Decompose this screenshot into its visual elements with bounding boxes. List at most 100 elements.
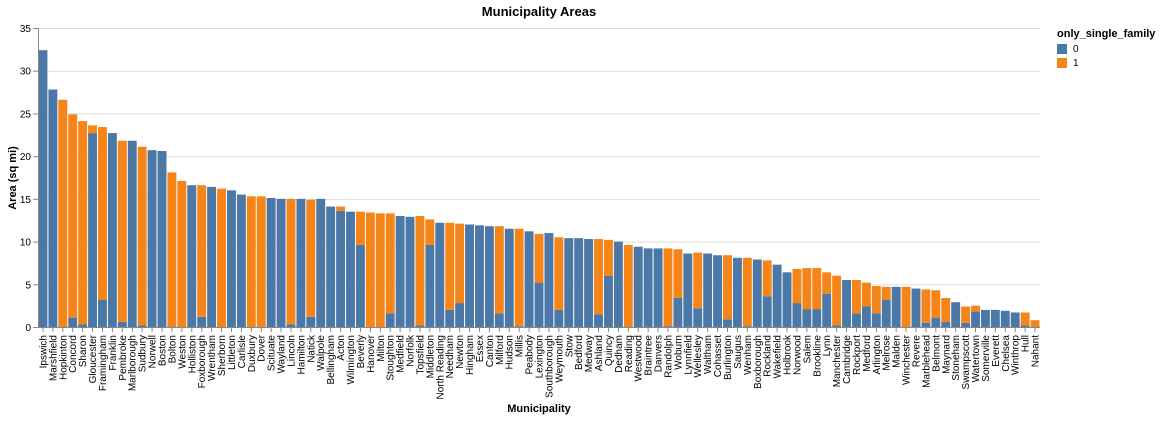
bar-woburn-series-0 (673, 297, 683, 327)
y-axis: 0 5 10 15 20 25 30 35 (20, 24, 39, 334)
bar-salem-series-1 (802, 268, 812, 310)
x-tick-label-6: Framingham (98, 335, 109, 391)
bar-manchester-series-1 (832, 275, 842, 326)
x-tick-label-59: Reading (624, 335, 635, 372)
bar-marshfield-series-0 (48, 89, 58, 327)
bar-weymouth-series-0 (554, 309, 564, 327)
bar-boston-series-0 (157, 151, 167, 327)
bar-ashland-series-1 (594, 239, 603, 315)
bar-rockport-series-0 (852, 313, 861, 327)
x-tick-label-13: Bolton (167, 335, 178, 363)
bar-malden-series-0 (891, 286, 901, 327)
x-tick-label-1: Marshfield (48, 335, 59, 381)
bar-saugus-series-0 (732, 257, 742, 327)
x-tick-label-72: Boxborough (753, 335, 764, 389)
x-tick-label-2: Hopkinton (58, 335, 69, 380)
bar-medway-series-0 (584, 239, 594, 327)
bar-gloucester-series-0 (88, 133, 98, 327)
bar-peabody-series-0 (524, 231, 534, 327)
bar-belmont-series-0 (931, 317, 941, 327)
bar-belmont-series-1 (931, 290, 941, 318)
x-tick-label-90: Belmont (931, 335, 942, 372)
x-tick-label-4: Sharon (78, 335, 89, 367)
x-tick-label-50: Lexington (535, 335, 546, 378)
x-tick-label-43: Hingham (465, 335, 476, 375)
bar-pembroke-series-0 (117, 321, 127, 327)
x-tick-label-94: Watertown (971, 335, 982, 382)
x-tick-label-14: Weston (177, 335, 188, 369)
x-tick-label-3: Concord (68, 335, 79, 373)
x-tick-label-41: Needham (445, 335, 456, 378)
x-tick-label-55: Medway (584, 335, 595, 372)
bar-brookline-series-0 (812, 309, 822, 327)
x-tick-label-11: Norwell (148, 335, 159, 368)
x-tick-label-56: Ashland (594, 335, 605, 371)
x-tick-label-22: Dover (257, 334, 268, 361)
bar-concord-series-1 (68, 114, 78, 318)
bar-needham-series-1 (445, 222, 455, 310)
bar-woburn-series-1 (673, 249, 683, 298)
bar-lincoln-series-0 (286, 324, 296, 327)
y-tick-label-7: 35 (20, 24, 32, 35)
bar-marblehead-series-0 (921, 322, 931, 327)
legend-label-1: 1 (1073, 58, 1079, 69)
bar-weston-series-1 (177, 180, 187, 327)
bar-pembroke-series-1 (117, 140, 127, 322)
bar-manchester-series-0 (832, 325, 842, 327)
x-axis-title: Municipality (507, 403, 571, 415)
x-tick-label-89: Marblehead (921, 335, 932, 388)
bar-randolph-series-1 (663, 248, 673, 327)
bar-hopkinton-series-1 (58, 99, 68, 327)
x-tick-label-75: Holbrook (783, 334, 794, 375)
x-tick-label-95: Somerville (981, 335, 992, 382)
y-tick-label-3: 15 (20, 195, 32, 206)
y-tick-label-2: 10 (20, 238, 32, 249)
bar-holbrook-series-0 (782, 272, 792, 327)
x-tick-label-62: Danvers (654, 335, 665, 372)
x-tick-label-35: Stoughton (386, 335, 397, 381)
x-tick-label-31: Wilmington (346, 335, 357, 384)
bar-stow-series-0 (564, 238, 574, 327)
bar-medfield-series-0 (395, 215, 405, 327)
bar-acton-series-1 (336, 206, 346, 211)
x-tick-label-67: Waltham (703, 335, 714, 374)
bar-wenham-series-1 (742, 257, 752, 327)
bar-winchester-series-1 (901, 286, 911, 327)
x-tick-label-33: Hanover (366, 334, 377, 372)
x-tick-label-0: Ipswich (38, 335, 49, 368)
bar-wrentham-series-0 (207, 186, 217, 327)
bar-acton-series-0 (336, 210, 346, 327)
bar-lynnfield-series-0 (683, 253, 693, 327)
bar-maynard-series-1 (941, 297, 951, 322)
x-tick-label-82: Rockport (852, 335, 863, 375)
bar-watertown-series-1 (971, 305, 980, 312)
x-tick-label-91: Maynard (941, 335, 952, 374)
y-axis-title: Area (sq mi) (7, 146, 19, 210)
x-tick-label-98: Winthrop (1011, 335, 1022, 375)
x-tick-label-47: Hudson (505, 335, 516, 369)
x-tick-label-99: Hull (1021, 335, 1032, 352)
x-tick-label-40: North Reading (435, 335, 446, 399)
x-tick-label-65: Lynnfield (683, 335, 694, 375)
x-tick-label-52: Weymouth (554, 335, 565, 383)
legend-label-0: 0 (1073, 44, 1079, 55)
bar-chelsea-series-0 (1000, 310, 1010, 327)
bar-westwood-series-0 (633, 246, 643, 327)
x-tick-label-69: Burlington (723, 335, 734, 380)
x-tick-label-16: Foxborough (197, 335, 208, 388)
x-tick-label-68: Cohasset (713, 335, 724, 377)
bar-hingham-series-0 (465, 224, 475, 327)
bar-somerville-series-0 (980, 309, 990, 327)
bar-salem-series-0 (802, 309, 812, 327)
x-tick-label-84: Arlington (872, 335, 883, 374)
x-tick-label-36: Medfield (396, 335, 407, 373)
chart-title: Municipality Areas (482, 4, 596, 19)
bar-topsfield-series-0 (415, 325, 425, 327)
bar-milford-series-1 (494, 226, 504, 314)
bar-everett-series-0 (990, 309, 1000, 327)
x-tick-label-78: Brookline (812, 335, 823, 377)
x-tick-label-80: Manchester (832, 334, 843, 387)
bar-waltham-series-0 (703, 253, 713, 327)
bar-lynn-series-1 (822, 272, 832, 294)
bar-swampscott-series-1 (961, 306, 971, 323)
